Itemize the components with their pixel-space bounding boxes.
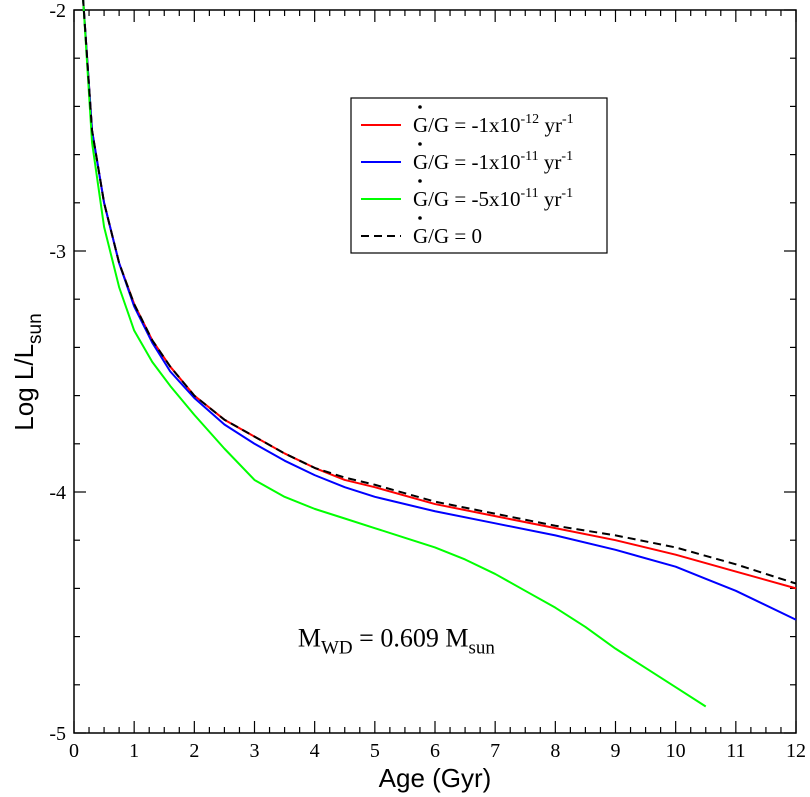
legend-dot-mark: [418, 216, 422, 220]
y-axis-title: Log L/Lsun: [9, 313, 46, 430]
series-line-3: [82, 0, 707, 708]
legend-box: [350, 97, 608, 254]
annotation-sub1: WD: [321, 638, 353, 659]
annotation-mwd: MWD = 0.609 Msun: [298, 624, 495, 659]
y-axis-ticks: -5 -4 -3 -2: [49, 0, 796, 745]
x-tick-label: 6: [430, 740, 440, 762]
legend-label-1: G/G = -1x10-12 yr-1: [413, 112, 574, 137]
series-lines: [82, 0, 797, 708]
x-tick-label: 7: [490, 740, 500, 762]
x-tick-label: 4: [310, 740, 320, 762]
legend-label-3: G/G = -5x10-11 yr-1: [413, 186, 573, 211]
x-tick-label: 1: [129, 740, 139, 762]
legend-label-2: G/G = -1x10-11 yr-1: [413, 149, 573, 174]
y-tick-label: -2: [49, 0, 66, 22]
legend-dot-mark: [418, 142, 422, 146]
x-tick-label: 5: [370, 740, 380, 762]
x-tick-label: 8: [550, 740, 560, 762]
legend-label-4: G/G = 0: [413, 224, 482, 248]
x-tick-label: 10: [666, 740, 686, 762]
x-tick-label: 0: [69, 740, 79, 762]
legend-dot-mark: [418, 105, 422, 109]
x-tick-label: 2: [189, 740, 199, 762]
y-axis-title-main: Log L/L: [9, 344, 39, 431]
y-axis-title-sub: sun: [25, 313, 46, 344]
x-tick-label: 11: [726, 740, 745, 762]
legend-dot-mark: [418, 179, 422, 183]
x-tick-label: 9: [611, 740, 621, 762]
legend: G/G = -1x10-12 yr-1 G/G = -1x10-11 yr-1 G/…: [350, 97, 608, 254]
y-tick-label: -5: [49, 723, 66, 745]
x-tick-label: 12: [786, 740, 806, 762]
annotation-mid: = 0.609 M: [353, 624, 469, 653]
x-tick-label: 3: [250, 740, 260, 762]
y-tick-label: -3: [49, 241, 66, 263]
annotation-sub2: sun: [468, 638, 495, 659]
legend-entries: G/G = -1x10-12 yr-1 G/G = -1x10-11 yr-1 G/…: [361, 105, 574, 248]
y-tick-label: -4: [49, 482, 66, 504]
annotation-main: M: [298, 624, 321, 653]
x-axis-title: Age (Gyr): [379, 763, 492, 793]
x-axis-ticks: 0 1 2 3 4 5 6 7 8 9 10 11 12: [69, 10, 806, 762]
series-line-4: [82, 0, 797, 585]
